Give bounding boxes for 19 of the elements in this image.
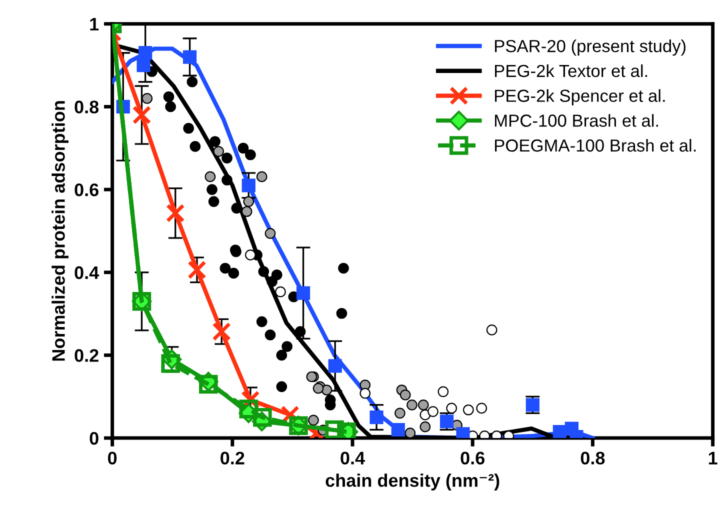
x-tick-label: 0.6 <box>460 452 485 464</box>
x-tick-label: 1 <box>708 452 718 464</box>
legend-label: POEGMA-100 Brash et al. <box>495 138 696 152</box>
y-tick-label: 1 <box>90 18 99 30</box>
x-axis-title: chain density (nm⁻²) <box>326 474 500 490</box>
legend-label: PEG-2k Textor et al. <box>495 64 648 78</box>
y-tick-label: 0.6 <box>74 183 98 196</box>
x-tick-label: 0.8 <box>580 452 605 464</box>
y-tick-label: 0.2 <box>74 349 98 362</box>
x-tick-label: 0 <box>108 452 117 464</box>
x-tick-label: 0.2 <box>220 452 244 464</box>
x-tick-label: 0.4 <box>340 452 365 464</box>
y-tick-label: 0.4 <box>74 266 100 280</box>
y-tick-label: 0.8 <box>74 100 99 114</box>
y-axis-title: Normalized protein adsorption <box>52 101 68 361</box>
legend-label: MPC-100 Brash et al. <box>495 114 658 127</box>
legend-label: PEG-2k Spencer et al. <box>495 89 665 106</box>
legend-label: PSAR-20 (present study) <box>495 40 686 56</box>
y-tick-label: 0 <box>90 432 98 445</box>
